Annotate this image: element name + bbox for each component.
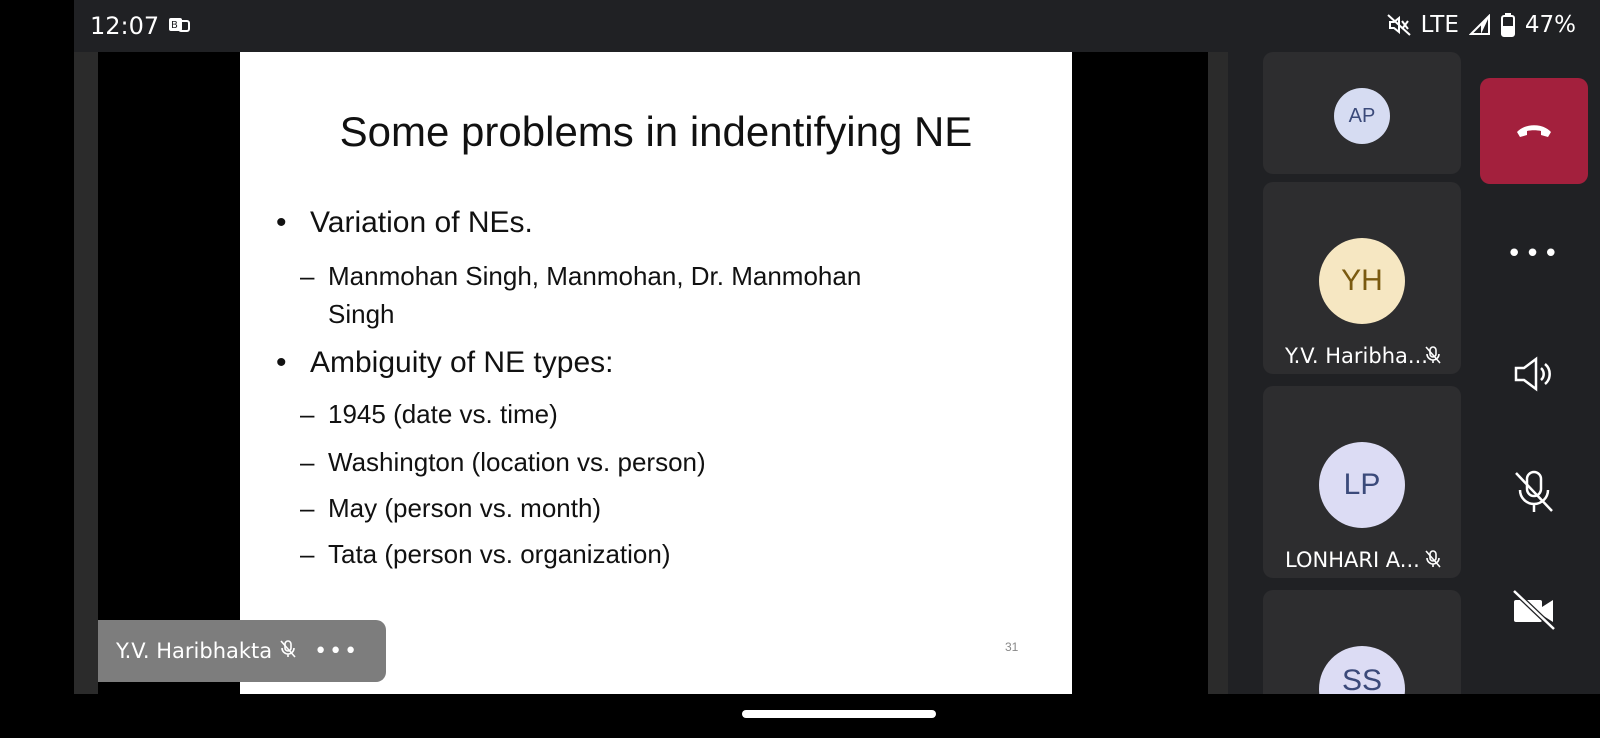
bullet-ambiguity: Ambiguity of NE types:	[276, 346, 614, 380]
mic-off-icon	[1425, 346, 1441, 368]
slide-title: Some problems in indentifying NE	[339, 108, 973, 155]
stage-left-border	[74, 52, 98, 694]
presenter-more-button[interactable]: •••	[314, 638, 360, 664]
avatar: AP	[1334, 88, 1390, 144]
teams-notification-icon: B	[168, 15, 190, 35]
hang-up-icon	[1514, 119, 1554, 143]
sub-bullet-continuation: Singh	[328, 299, 395, 329]
camera-toggle-button[interactable]	[1480, 588, 1588, 636]
home-gesture-handle[interactable]	[742, 710, 936, 718]
participant-tile-ap[interactable]: AP	[1263, 52, 1461, 174]
status-time: 12:07	[90, 12, 160, 40]
camera-off-icon	[1511, 588, 1557, 636]
avatar: YH	[1319, 238, 1405, 324]
mic-off-icon	[280, 640, 296, 662]
mic-off-icon	[1512, 469, 1556, 519]
sub-bullet: – Washington (location vs. person)	[300, 447, 706, 477]
network-label: LTE	[1420, 12, 1459, 38]
sub-bullet: – May (person vs. month)	[300, 493, 602, 523]
bullet-variation: Variation of NEs.	[276, 206, 533, 240]
participant-name: Y.V. Haribha...	[1285, 344, 1428, 368]
shared-slide: Some problems in indentifying NE Variati…	[240, 52, 1072, 694]
screen-left-edge	[0, 0, 74, 738]
battery-icon	[1500, 13, 1515, 37]
avatar: SS	[1319, 646, 1405, 694]
participant-name: LONHARI A...	[1285, 548, 1420, 572]
participant-tile-yh[interactable]: YH Y.V. Haribha...	[1263, 182, 1461, 374]
avatar: LP	[1319, 442, 1405, 528]
presenter-name-pill[interactable]: Y.V. Haribhakta •••	[98, 620, 386, 682]
sub-bullet: – Manmohan Singh, Manmohan, Dr. Manmohan	[300, 261, 862, 291]
mic-off-icon	[1425, 550, 1441, 572]
participant-tile-ss[interactable]: SS	[1263, 590, 1461, 694]
svg-text:B: B	[171, 20, 178, 31]
signal-icon	[1468, 14, 1491, 36]
sub-bullet: –1945 (date vs. time)	[300, 399, 558, 429]
speaker-button[interactable]	[1480, 352, 1588, 400]
participant-tile-lp[interactable]: LP LONHARI A...	[1263, 386, 1461, 578]
slide-page-number: 31	[1005, 640, 1019, 654]
android-nav-bar	[0, 694, 1600, 738]
mute-microphone-button[interactable]	[1480, 470, 1588, 518]
mute-status-icon	[1386, 14, 1411, 36]
end-call-button[interactable]	[1480, 78, 1588, 184]
speaker-icon	[1512, 355, 1556, 397]
more-options-button[interactable]: •••	[1506, 239, 1562, 269]
presenter-name: Y.V. Haribhakta	[116, 639, 273, 663]
sub-bullet: – Tata (person vs. organization)	[300, 539, 671, 569]
status-bar: 12:07 B LTE 47%	[74, 0, 1600, 52]
stage-right-border	[1208, 52, 1228, 694]
battery-percent: 47%	[1524, 12, 1576, 38]
